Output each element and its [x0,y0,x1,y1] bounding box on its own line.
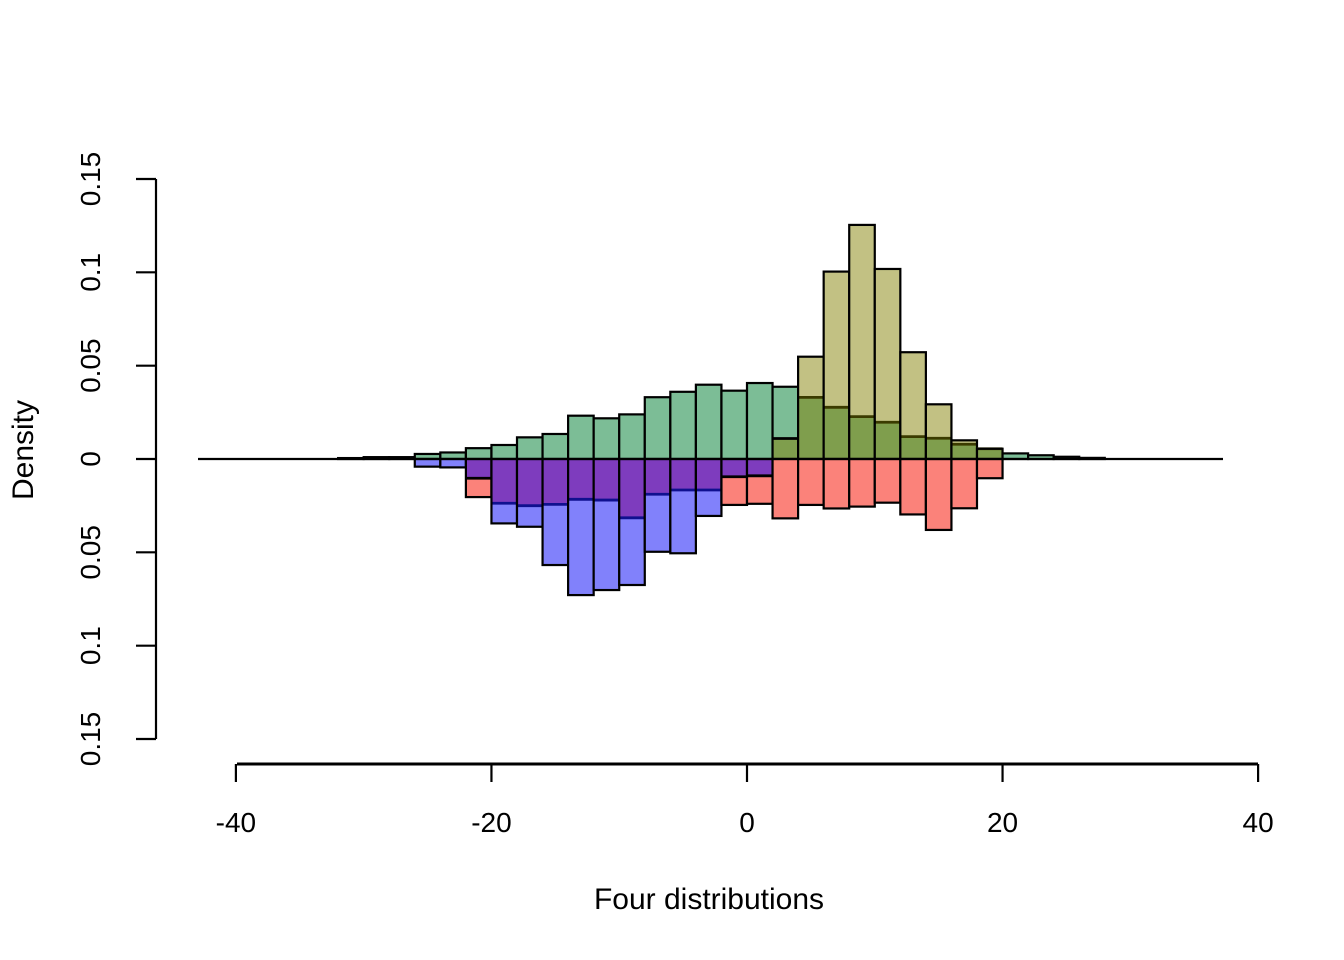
bar-overlap-8 [849,416,875,459]
bar-green--8 [644,397,671,459]
x-axis: -40 -20 0 20 40 [216,762,1274,838]
bar-overlap-4 [798,397,824,459]
bar-overlap--20 [491,459,518,504]
bar-overlap-10 [874,422,901,459]
bar-overlap-18 [976,448,1003,459]
bar-green--6 [670,391,696,459]
y-tick-label: 0.15 [75,152,106,207]
bar-green--10 [619,414,645,459]
bar-overlap--8 [644,459,671,495]
bar-overlap-6 [823,407,850,459]
bar-overlap--16 [542,459,569,505]
bar-green--14 [568,415,594,459]
bar-green--24 [440,452,466,459]
bar-blue--24 [440,459,466,468]
bar-red-18 [976,459,1003,479]
y-tick-label: 0.1 [75,253,106,292]
y-tick-label: 0 [75,451,106,467]
bar-blue--26 [414,459,441,467]
y-tick-label: 0.05 [75,525,106,580]
bar-overlap--4 [695,459,722,490]
y-tick-label: 0.05 [75,338,106,393]
bar-overlap--2 [721,459,747,477]
bar-green-20 [1002,453,1029,459]
bar-red-6 [823,459,850,509]
bar-red-4 [798,459,824,505]
bar-overlap--12 [593,459,620,501]
bar-overlap-16 [951,444,977,459]
x-tick-label: 0 [739,807,755,838]
bar-green--26 [414,453,441,459]
bar-green-0 [747,383,773,459]
y-tick-label: 0.15 [75,712,106,767]
bar-green--18 [517,437,543,459]
bar-overlap--10 [619,459,645,518]
bar-red-8 [849,459,875,507]
bar-red-16 [951,459,977,509]
y-axis-title: Density [7,399,40,501]
bar-overlap-12 [900,436,926,459]
bar-red-2 [772,459,799,519]
bar-overlap--22 [465,459,492,479]
bar-red-14 [925,459,952,530]
bar-green--4 [695,384,722,459]
bar-overlap--18 [517,459,543,506]
bar-green--16 [542,433,569,459]
y-tick-label: 0.1 [75,626,106,665]
bar-red-12 [900,459,926,515]
x-tick-label: 40 [1243,807,1274,838]
upper-histograms [337,223,1106,461]
x-tick-label: -20 [471,807,511,838]
x-axis-title: Four distributions [593,883,825,916]
bar-green--22 [465,448,492,459]
bar-overlap-0 [747,459,773,476]
lower-histograms [413,457,1004,597]
bar-green-22 [1028,455,1054,459]
bar-green--20 [491,444,518,459]
bar-overlap--6 [670,459,696,490]
y-axis: 0.15 0.1 0.05 0 0.05 0.1 0.15 [75,152,158,767]
bar-overlap-2 [772,438,799,459]
bar-green--12 [593,418,620,459]
x-tick-label: -40 [216,807,256,838]
bar-green-24 [1053,456,1080,459]
bar-green--2 [721,390,747,459]
bar-overlap-14 [925,438,952,459]
x-tick-label: 20 [987,807,1018,838]
bar-red-10 [874,459,901,503]
bar-overlap--14 [568,459,594,500]
